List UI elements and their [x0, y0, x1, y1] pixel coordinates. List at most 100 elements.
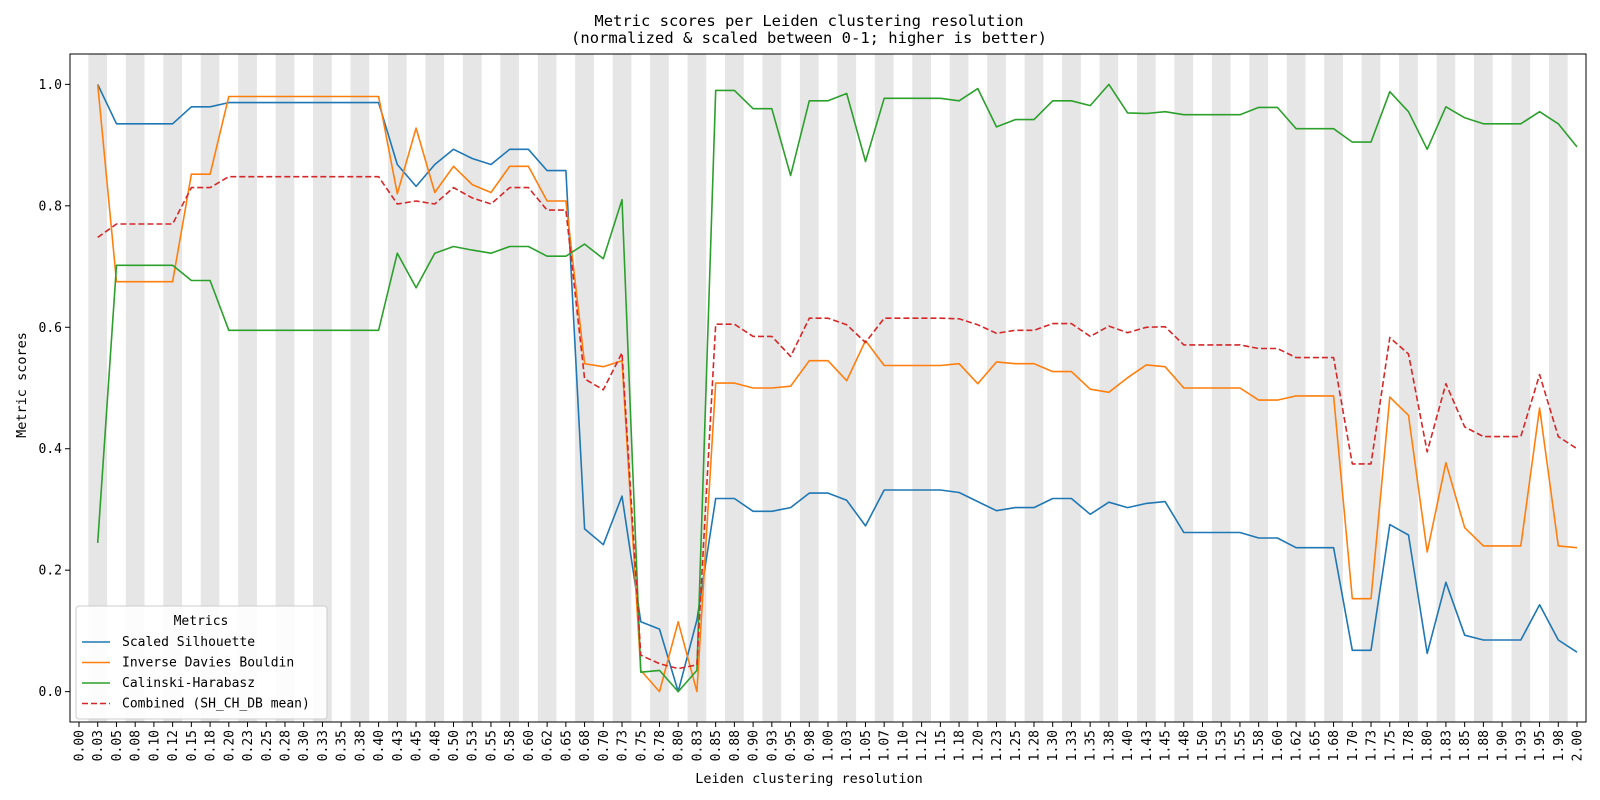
- x-tick-label: 1.28: [1027, 730, 1042, 761]
- y-tick-label: 1.0: [39, 78, 62, 93]
- x-tick-label: 1.68: [1327, 730, 1342, 761]
- legend-box: [75, 605, 328, 720]
- background-bands: [88, 54, 1568, 722]
- x-tick-label: 1.88: [1477, 730, 1492, 761]
- x-tick-label: 0.40: [372, 730, 387, 761]
- x-tick-label: 1.23: [990, 730, 1005, 761]
- x-tick-label: 0.70: [597, 730, 612, 761]
- x-tick-label: 1.98: [1552, 730, 1567, 761]
- x-tick-label: 1.20: [971, 730, 986, 761]
- x-tick-label: 1.25: [1009, 730, 1024, 761]
- series-lines: [96, 83, 1578, 693]
- background-band: [725, 54, 744, 722]
- x-tick-label: 0.88: [728, 730, 743, 761]
- x-tick-label: 1.40: [1121, 730, 1136, 761]
- background-band: [1361, 54, 1381, 722]
- y-tick-label: 0.4: [39, 442, 63, 457]
- x-tick-label: 1.15: [934, 730, 949, 761]
- x-tick-label: 1.12: [915, 730, 930, 761]
- series-line: [96, 84, 1578, 693]
- x-tick-label: 1.33: [1065, 730, 1080, 761]
- legend-entries: Scaled Silhouette Inverse Davies Bouldin C…: [82, 635, 310, 712]
- x-tick-label: 1.00: [822, 730, 837, 761]
- background-band: [1136, 54, 1156, 722]
- background-band: [912, 54, 931, 722]
- background-band: [799, 54, 819, 722]
- background-band: [949, 54, 969, 722]
- x-tick-label: 0.43: [391, 730, 406, 761]
- x-tick-label: 0.55: [484, 730, 499, 761]
- x-tick-label: 0.03: [91, 730, 106, 761]
- x-tick-label: 1.03: [840, 730, 855, 761]
- background-band: [650, 54, 669, 722]
- background-band: [238, 54, 257, 722]
- x-tick-label: 0.85: [709, 730, 724, 761]
- x-tick-label: 0.60: [522, 730, 537, 761]
- x-tick-label: 0.95: [784, 730, 799, 761]
- x-tick-label: 0.20: [222, 730, 237, 761]
- x-tick-label: 1.43: [1140, 730, 1155, 761]
- x-tick-label: 1.85: [1458, 730, 1473, 761]
- background-band: [1548, 54, 1568, 722]
- y-tick-label: 0.2: [39, 564, 62, 579]
- x-tick-label: 0.45: [410, 730, 425, 761]
- x-tick-label: 0.12: [166, 730, 181, 761]
- x-tick-label: 0.33: [316, 730, 331, 761]
- x-tick-label: 1.60: [1271, 730, 1286, 761]
- x-axis-label: Leiden clustering resolution: [695, 771, 923, 787]
- background-band: [987, 54, 1006, 722]
- background-band: [1099, 54, 1119, 722]
- series-line: [96, 84, 1578, 693]
- x-tick-label: 2.00: [1571, 730, 1586, 761]
- background-band: [1399, 54, 1418, 722]
- chart-subtitle: (normalized & scaled between 0-1; higher…: [571, 29, 1047, 47]
- x-tick-label: 1.62: [1290, 730, 1305, 761]
- legend-label: Calinski-Harabasz: [122, 676, 255, 691]
- background-band: [1324, 54, 1343, 722]
- x-tick-label: 0.90: [747, 730, 762, 761]
- x-tick-label: 1.78: [1402, 730, 1417, 761]
- series-line: [97, 175, 1578, 670]
- x-tick-label: 1.55: [1233, 730, 1248, 761]
- background-band: [88, 54, 108, 722]
- x-tick-label: 1.90: [1496, 730, 1511, 761]
- x-tick-label: 0.62: [541, 730, 556, 761]
- background-band: [163, 54, 182, 722]
- x-tick-label: 1.10: [896, 730, 911, 761]
- x-tick-label: 0.53: [466, 730, 481, 761]
- background-band: [575, 54, 594, 722]
- y-tick-label: 0.0: [39, 685, 62, 700]
- x-tick-label: 1.53: [1215, 730, 1230, 761]
- x-tick-label: 0.98: [803, 730, 818, 761]
- background-band: [500, 54, 520, 722]
- legend-title: Metrics: [174, 614, 229, 629]
- background-band: [612, 54, 632, 722]
- x-tick-label: 1.38: [1102, 730, 1117, 761]
- y-tick-label: 0.6: [39, 321, 62, 336]
- x-tick-label: 1.05: [859, 730, 874, 761]
- background-band: [387, 54, 407, 722]
- x-tick-label: 1.07: [878, 730, 893, 761]
- x-tick-label: 0.50: [447, 730, 462, 761]
- x-tick-label: 0.48: [428, 730, 443, 761]
- x-tick-label: 0.10: [147, 730, 162, 761]
- x-tick-label: 0.73: [616, 730, 631, 761]
- x-tick-label: 0.28: [278, 730, 293, 761]
- legend-label: Scaled Silhouette: [122, 635, 255, 650]
- background-band: [125, 54, 145, 722]
- x-tick-label: 1.35: [1084, 730, 1099, 761]
- x-tick-label: 0.65: [559, 730, 574, 761]
- background-band: [1436, 54, 1456, 722]
- x-tick-label: 1.48: [1177, 730, 1192, 761]
- background-band: [1024, 54, 1044, 722]
- series-line: [96, 83, 1578, 693]
- y-axis-label: Metric scores: [14, 332, 30, 438]
- x-tick-label: 1.30: [1046, 730, 1061, 761]
- x-tick-label: 1.58: [1252, 730, 1267, 761]
- x-tick-label: 1.93: [1514, 730, 1529, 761]
- x-axis-ticks: 0.00 0.03 0.05 0.08 0.10 0.12 0.15 0.18 0.20 0.23…: [73, 722, 1586, 761]
- x-tick-label: 0.05: [110, 730, 125, 761]
- background-band: [1511, 54, 1531, 722]
- background-band: [1249, 54, 1269, 722]
